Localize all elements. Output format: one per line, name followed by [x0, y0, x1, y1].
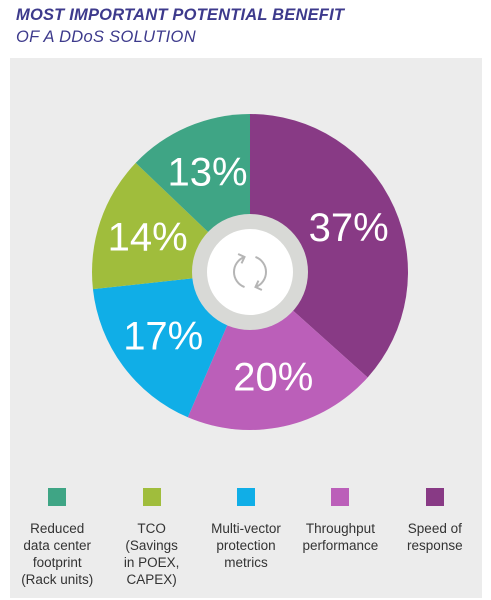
chart-legend: Reduced data center footprint (Rack unit…: [10, 488, 482, 598]
legend-swatch: [48, 488, 67, 506]
chart-panel: 37% 20% 17% 14% 13% Reduced data center foot…: [10, 58, 482, 598]
center-hub-disc: [207, 229, 293, 315]
pie-value-label-2: 20%: [233, 355, 313, 399]
legend-item-5: Speed of response: [388, 488, 482, 598]
pie-value-label-4: 14%: [108, 215, 188, 259]
legend-swatch: [142, 488, 161, 506]
legend-item-2: TCO (Savings in POEX, CAPEX): [104, 488, 198, 598]
refresh-cycle-icon: [233, 253, 267, 291]
legend-swatch: [425, 488, 444, 506]
title-block: MOST IMPORTANT POTENTIAL BENEFIT OF A DD…: [16, 4, 344, 48]
pie-value-label-5: 13%: [167, 151, 247, 195]
legend-item-4: Throughput performance: [293, 488, 387, 598]
legend-label: Throughput performance: [302, 521, 379, 553]
legend-swatch: [331, 488, 350, 506]
pie-value-label-1: 37%: [309, 206, 389, 250]
chart-title: MOST IMPORTANT POTENTIAL BENEFIT: [16, 6, 345, 24]
legend-label: Reduced data center footprint (Rack unit…: [21, 521, 94, 587]
pie-value-labels: 37% 20% 17% 14% 13%: [108, 151, 389, 400]
chart-subtitle: OF A DDoS SOLUTION: [16, 28, 196, 46]
donut-chart: 37% 20% 17% 14% 13%: [92, 114, 408, 430]
pie-slice-2: [187, 272, 368, 430]
pie-value-label-3: 17%: [123, 314, 203, 358]
center-hub: [192, 214, 308, 330]
legend-label: Multi-vector protection metrics: [211, 521, 281, 570]
legend-label: TCO (Savings in POEX, CAPEX): [123, 521, 180, 587]
pie-slice-1: [250, 114, 408, 378]
legend-item-1: Reduced data center footprint (Rack unit…: [10, 488, 104, 598]
legend-item-3: Multi-vector protection metrics: [199, 488, 293, 598]
legend-swatch: [237, 488, 256, 506]
legend-label: Speed of response: [407, 521, 463, 553]
